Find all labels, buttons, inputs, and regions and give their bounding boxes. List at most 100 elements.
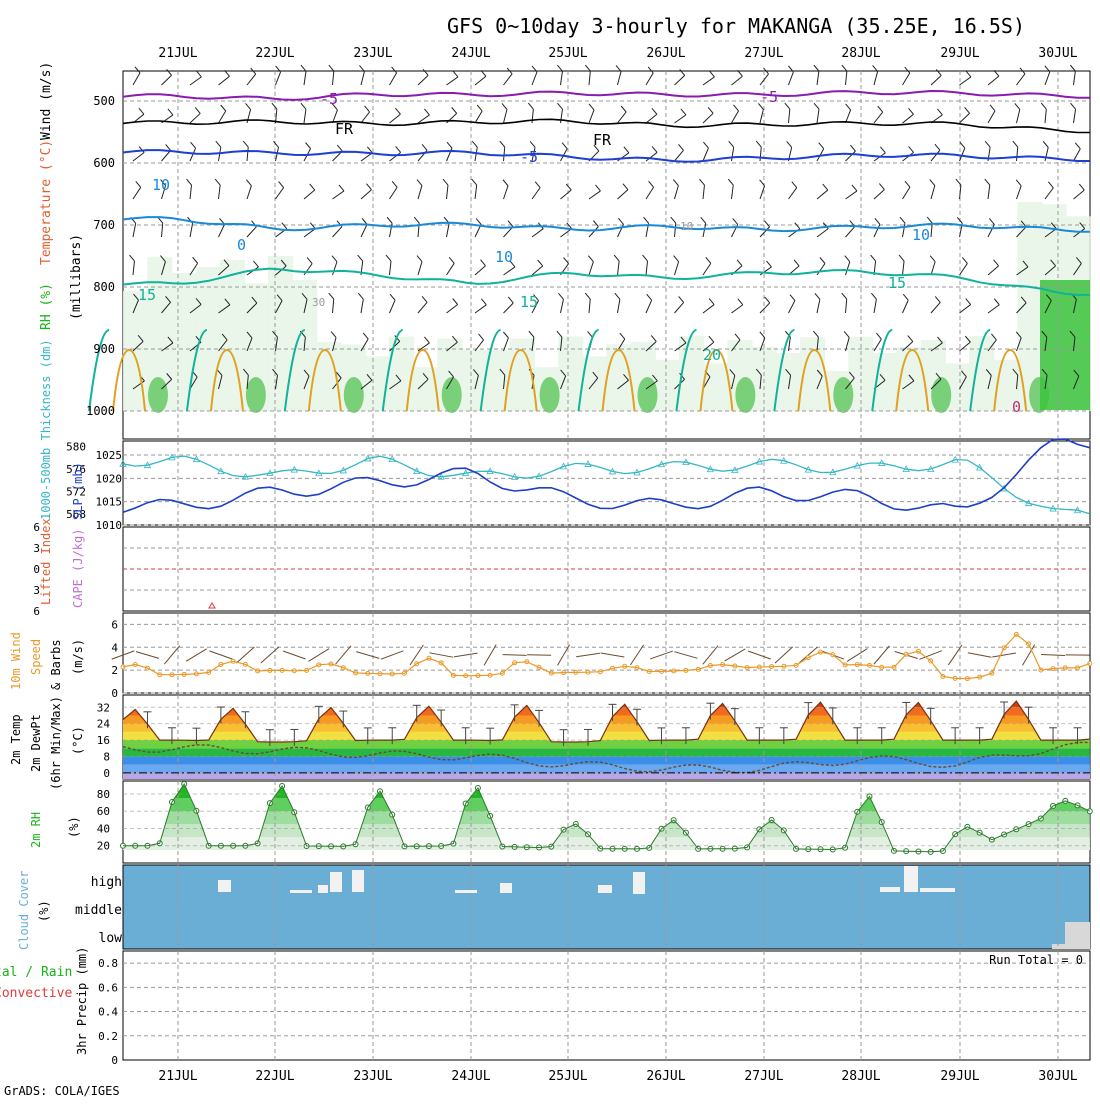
rh2m-tick-20: 20 — [97, 840, 110, 853]
contour-label-7: 10 — [912, 226, 930, 244]
upper-barb-flag — [585, 65, 590, 71]
contour-label-2: FR — [335, 120, 354, 138]
temp2m-tick-8: 8 — [103, 750, 110, 763]
precip-tick-0.2: 0.2 — [98, 1030, 118, 1043]
temp2m-tick-24: 24 — [97, 718, 111, 731]
rh-high-blob-4 — [540, 377, 560, 413]
ylabel-temp2m-b: 2m DewPt — [29, 714, 43, 772]
pressure-tick-1000: 1000 — [86, 404, 115, 418]
contour-label-5: 10 — [152, 176, 170, 194]
ylabel-temp2m-c: (6hr Min/Max) — [49, 696, 63, 790]
rh-area-6 — [268, 256, 293, 411]
contour-label-6: 0 — [237, 236, 246, 254]
top-date-21JUL: 21JUL — [158, 46, 197, 61]
ylabel-rh2m: 2m RH — [29, 812, 43, 848]
pressure-tick-700: 700 — [93, 218, 115, 232]
precip-ticks: 0.80.60.40.20 — [98, 957, 118, 1067]
rh-area-14 — [461, 350, 486, 411]
bottom-date-27JUL: 27JUL — [744, 1069, 783, 1084]
bottom-date-24JUL: 24JUL — [451, 1069, 490, 1084]
contour-label-14: 30 — [312, 296, 325, 309]
rh-high-blob-3 — [442, 377, 462, 413]
contour-label-8: 10 — [495, 248, 513, 266]
top-date-22JUL: 22JUL — [255, 46, 294, 61]
precip-tick-0: 0 — [111, 1054, 118, 1067]
rh-area-2 — [171, 273, 196, 411]
slp-tick-1025: 1025 — [96, 449, 123, 462]
wind10-panel-frame — [123, 613, 1090, 693]
thickness-tick-580: 580 — [66, 441, 86, 454]
precip-panel-frame — [123, 951, 1090, 1060]
top-date-24JUL: 24JUL — [451, 46, 490, 61]
wind10-tick-4: 4 — [111, 641, 118, 654]
bottom-date-22JUL: 22JUL — [255, 1069, 294, 1084]
cloud-bar-6 — [500, 883, 512, 893]
ylabel-wind10-c: & Barbs — [49, 639, 63, 690]
bottom-date-23JUL: 23JUL — [353, 1069, 392, 1084]
run-total: Run Total = 0 — [989, 953, 1083, 967]
precip-tick-0.8: 0.8 — [98, 957, 118, 970]
ylabel-lifted-index: Lifted Index — [39, 518, 53, 605]
temp-band-0 — [123, 765, 1090, 773]
temp2m-tick-16: 16 — [97, 734, 110, 747]
precip-panel: 0.80.60.40.20 Run Total = 0 tal / Rain C… — [0, 947, 1090, 1067]
ylabel-pressure: (millibars) — [69, 234, 84, 320]
bottom-date-25JUL: 25JUL — [548, 1069, 587, 1084]
precip-tick-0.6: 0.6 — [98, 981, 118, 994]
contour-label-12: 20 — [703, 346, 721, 364]
pressure-tick-500: 500 — [93, 94, 115, 108]
cloud-panel-frame — [123, 865, 1090, 949]
ylabel-wind: Wind (m/s) — [39, 62, 54, 140]
contour-label-3: FR — [593, 131, 612, 149]
cloud-bar-7 — [598, 885, 612, 893]
contour-label-1: -5 — [760, 88, 778, 106]
cloud-bar-12 — [1052, 944, 1067, 949]
cloud-bar-2 — [318, 885, 328, 893]
wind10-tick-0: 0 — [111, 687, 118, 700]
top-date-29JUL: 29JUL — [940, 46, 979, 61]
cloud-bar-9 — [880, 887, 900, 892]
top-date-23JUL: 23JUL — [353, 46, 392, 61]
ylabel-rh: RH (%) — [39, 283, 54, 330]
rh-high-blob-0 — [148, 377, 168, 413]
upper-barb-flag — [814, 65, 819, 71]
pressure-tick-800: 800 — [93, 280, 115, 294]
slp-tick-1020: 1020 — [96, 472, 123, 485]
temp-band--3 — [123, 773, 1090, 779]
rh-high-blob-8 — [931, 377, 951, 413]
cloud-bar-8 — [633, 872, 645, 894]
contour-label-13: 10 — [680, 220, 693, 233]
ylabel-slp: SLP (mb) — [71, 462, 85, 520]
cloud-bar-10 — [904, 866, 918, 892]
top-date-27JUL: 27JUL — [744, 46, 783, 61]
contour-label-9: 15 — [138, 286, 156, 304]
bottom-date-26JUL: 26JUL — [646, 1069, 685, 1084]
top-date-25JUL: 25JUL — [548, 46, 587, 61]
pressure-tick-600: 600 — [93, 156, 115, 170]
slp-tick-1015: 1015 — [96, 496, 123, 509]
upper-barb-flag — [301, 65, 306, 71]
wind10-tick-2: 2 — [111, 664, 118, 677]
ylabel-precip-a: 3hr Precip (mm) — [75, 947, 89, 1055]
cloud-bar-4 — [352, 870, 364, 892]
cloud-bar-5 — [455, 890, 477, 893]
cloud-level-low: low — [99, 931, 123, 946]
thickness-panel-frame — [123, 441, 1090, 525]
rh-area-20 — [607, 344, 632, 411]
cloud-bar-1 — [290, 890, 312, 893]
ylabel-wind10-b: Speed — [29, 639, 43, 675]
rh2m-tick-60: 60 — [97, 805, 110, 818]
temp2m-tick-0: 0 — [103, 767, 110, 780]
upper-barb-flag — [557, 65, 562, 71]
